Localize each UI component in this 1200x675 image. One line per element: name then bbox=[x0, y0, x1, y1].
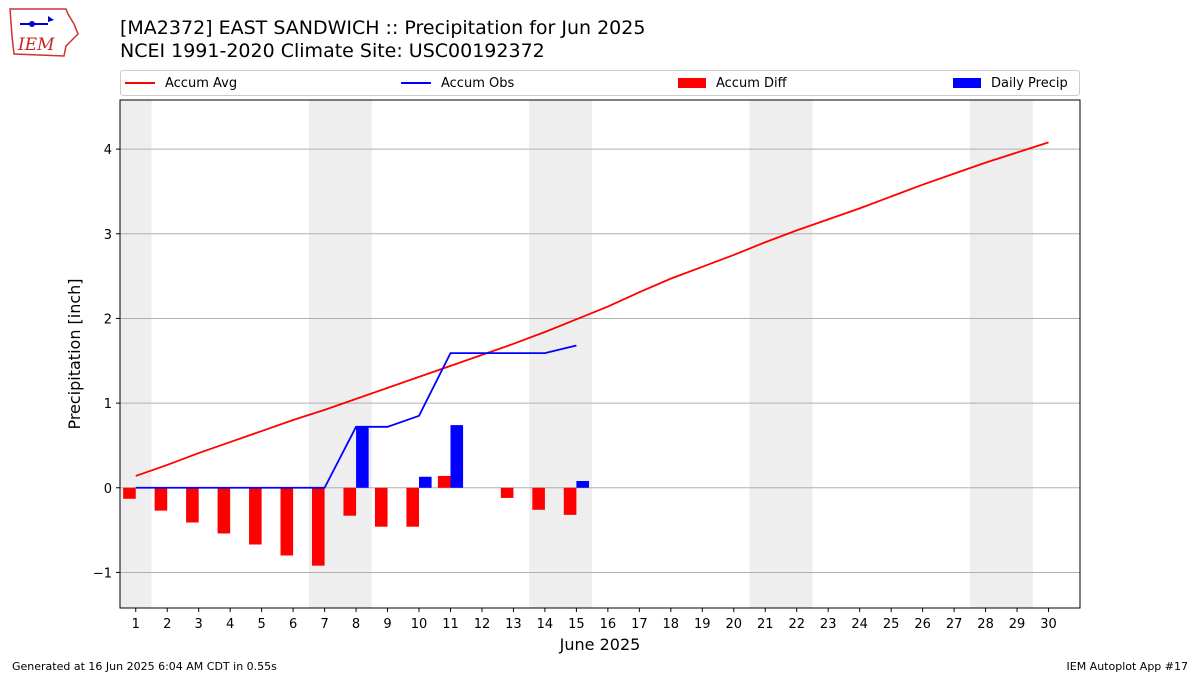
x-tick-label: 14 bbox=[537, 617, 554, 632]
x-tick-label: 9 bbox=[383, 617, 391, 632]
x-tick-label: 10 bbox=[411, 617, 428, 632]
x-tick-label: 6 bbox=[289, 617, 297, 632]
x-tick-label: 21 bbox=[757, 617, 774, 632]
x-tick-label: 24 bbox=[851, 617, 868, 632]
accum-diff-bar bbox=[280, 487, 294, 556]
weekend-band bbox=[749, 100, 813, 608]
accum-avg-line bbox=[135, 141, 1049, 477]
y-tick-label: 0 bbox=[104, 482, 112, 497]
accum-diff-bar bbox=[374, 487, 388, 527]
x-tick-label: 15 bbox=[568, 617, 585, 632]
x-tick-label: 27 bbox=[946, 617, 963, 632]
daily-precip-bar bbox=[419, 476, 432, 488]
x-axis-label: June 2025 bbox=[559, 635, 641, 654]
generated-timestamp: Generated at 16 Jun 2025 6:04 AM CDT in … bbox=[12, 660, 277, 673]
accum-diff-bar bbox=[312, 487, 325, 566]
x-tick-label: 1 bbox=[132, 617, 140, 632]
legend-item-accum-obs: Accum Obs bbox=[401, 71, 514, 95]
legend-item-accum-diff: Accum Diff bbox=[678, 71, 787, 95]
chart-subtitle: NCEI 1991-2020 Climate Site: USC00192372 bbox=[120, 40, 545, 62]
legend-swatch bbox=[678, 78, 706, 88]
accum-diff-bar bbox=[500, 487, 514, 498]
y-tick-label: 1 bbox=[104, 397, 112, 412]
legend-swatch bbox=[125, 82, 155, 84]
x-tick-label: 2 bbox=[163, 617, 171, 632]
accum-diff-bar bbox=[154, 487, 168, 511]
daily-precip-bar bbox=[450, 425, 464, 488]
accum-diff-bar bbox=[563, 487, 577, 515]
app-credit: IEM Autoplot App #17 bbox=[1066, 660, 1189, 673]
x-tick-label: 7 bbox=[320, 617, 328, 632]
accum-diff-bar bbox=[123, 487, 136, 499]
x-tick-label: 11 bbox=[442, 617, 459, 632]
legend-swatch bbox=[401, 82, 431, 84]
iem-logo: IEM bbox=[9, 8, 79, 57]
legend-item-accum-avg: Accum Avg bbox=[125, 71, 237, 95]
accum-diff-bar bbox=[217, 487, 231, 534]
x-tick-label: 16 bbox=[600, 617, 617, 632]
chart-legend: Accum Avg Accum Obs Accum Diff Daily Precip bbox=[120, 70, 1080, 96]
x-tick-label: 13 bbox=[505, 617, 522, 632]
x-tick-label: 25 bbox=[883, 617, 900, 632]
x-tick-label: 30 bbox=[1040, 617, 1057, 632]
x-tick-label: 17 bbox=[631, 617, 648, 632]
y-tick-label: −1 bbox=[93, 566, 112, 581]
x-tick-label: 26 bbox=[914, 617, 931, 632]
y-axis-label: Precipitation [inch] bbox=[65, 278, 84, 429]
accum-diff-bar bbox=[343, 487, 357, 516]
legend-label: Accum Diff bbox=[716, 75, 787, 91]
accum-diff-bar bbox=[249, 487, 262, 545]
x-tick-label: 12 bbox=[474, 617, 491, 632]
accum-diff-bar bbox=[532, 487, 545, 510]
x-tick-label: 29 bbox=[1009, 617, 1026, 632]
x-tick-label: 5 bbox=[257, 617, 265, 632]
daily-precip-bar bbox=[576, 481, 589, 488]
legend-label: Accum Avg bbox=[165, 75, 238, 91]
x-tick-label: 22 bbox=[788, 617, 805, 632]
y-tick-label: 2 bbox=[104, 312, 112, 327]
daily-precip-bar bbox=[356, 426, 369, 488]
weekend-band bbox=[120, 100, 152, 608]
legend-item-daily-precip: Daily Precip bbox=[953, 71, 1068, 95]
legend-swatch bbox=[953, 78, 981, 88]
x-tick-label: 20 bbox=[725, 617, 742, 632]
accum-diff-bar bbox=[186, 487, 199, 523]
plot-frame bbox=[119, 99, 1081, 609]
logo-text: IEM bbox=[17, 35, 55, 55]
x-tick-label: 28 bbox=[977, 617, 994, 632]
y-tick-label: 4 bbox=[104, 143, 112, 158]
legend-label: Accum Obs bbox=[441, 75, 515, 91]
x-tick-label: 3 bbox=[195, 617, 203, 632]
iowa-outline bbox=[9, 8, 79, 57]
x-tick-label: 19 bbox=[694, 617, 711, 632]
chart-title: [MA2372] EAST SANDWICH :: Precipitation … bbox=[120, 17, 646, 39]
x-tick-label: 23 bbox=[820, 617, 837, 632]
x-tick-label: 4 bbox=[226, 617, 234, 632]
accum-diff-bar bbox=[437, 475, 451, 488]
x-tick-label: 8 bbox=[352, 617, 360, 632]
x-tick-label: 18 bbox=[663, 617, 680, 632]
accum-diff-bar bbox=[406, 487, 420, 527]
accum-obs-line bbox=[135, 344, 577, 489]
weekend-band bbox=[969, 100, 1033, 608]
legend-label: Daily Precip bbox=[991, 75, 1068, 91]
y-tick-label: 3 bbox=[104, 228, 112, 243]
